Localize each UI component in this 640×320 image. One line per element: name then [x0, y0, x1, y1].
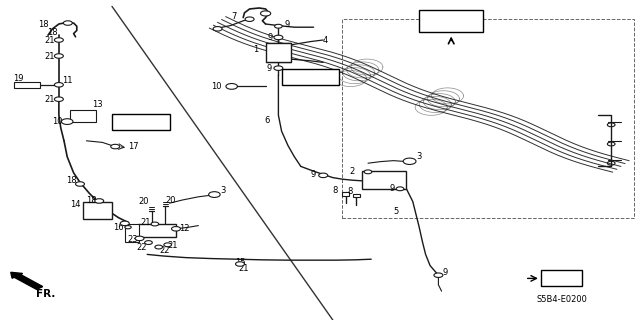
Text: 15: 15	[235, 258, 245, 267]
Text: 18: 18	[38, 20, 49, 28]
Circle shape	[213, 27, 222, 31]
Text: 9: 9	[285, 20, 290, 29]
Bar	[83, 202, 112, 219]
Bar	[125, 224, 139, 242]
Bar	[138, 224, 176, 237]
Text: 17: 17	[128, 142, 138, 151]
Bar	[112, 114, 170, 130]
Text: 20: 20	[139, 197, 149, 206]
Text: 3: 3	[220, 186, 225, 195]
Text: 9: 9	[311, 170, 316, 179]
Bar	[282, 69, 339, 85]
Circle shape	[260, 11, 271, 16]
Text: 6: 6	[265, 116, 270, 124]
Text: 10: 10	[52, 117, 63, 126]
Bar	[14, 82, 40, 88]
Circle shape	[364, 170, 372, 174]
Text: E-1: E-1	[553, 273, 571, 284]
Text: S5B4-E0200: S5B4-E0200	[536, 295, 588, 304]
Text: 18: 18	[67, 176, 77, 185]
Text: 21: 21	[44, 36, 54, 45]
Bar	[541, 270, 582, 286]
Text: 21: 21	[238, 264, 248, 273]
Circle shape	[319, 173, 328, 178]
Text: 18: 18	[86, 196, 97, 204]
Circle shape	[403, 158, 416, 164]
Text: 3: 3	[416, 152, 421, 161]
Text: 21: 21	[44, 95, 54, 104]
Circle shape	[76, 182, 84, 186]
Text: 8: 8	[348, 187, 353, 196]
Bar	[342, 19, 634, 218]
Circle shape	[125, 226, 131, 229]
Circle shape	[172, 227, 180, 231]
Text: 2: 2	[349, 167, 355, 176]
Text: 13: 13	[92, 100, 102, 109]
Text: 16: 16	[113, 223, 124, 232]
Text: 9: 9	[442, 268, 447, 277]
Text: 22: 22	[137, 244, 147, 252]
Circle shape	[120, 221, 129, 226]
Text: 12: 12	[179, 224, 189, 233]
Text: 8: 8	[332, 186, 337, 195]
Circle shape	[54, 83, 63, 87]
Bar	[353, 194, 360, 197]
Bar	[70, 110, 96, 122]
Circle shape	[54, 97, 63, 101]
FancyArrow shape	[11, 272, 43, 289]
Text: 7: 7	[231, 12, 236, 20]
Circle shape	[396, 187, 404, 191]
Text: 11: 11	[62, 76, 72, 84]
Text: 18: 18	[47, 28, 58, 36]
Text: 23: 23	[127, 235, 138, 244]
Circle shape	[63, 21, 72, 25]
Text: 20: 20	[166, 196, 176, 204]
Circle shape	[61, 119, 73, 124]
Circle shape	[226, 84, 237, 89]
Text: 9: 9	[389, 184, 394, 193]
Circle shape	[54, 38, 63, 42]
Text: E-3-10: E-3-10	[433, 16, 470, 26]
Circle shape	[54, 54, 63, 58]
Circle shape	[236, 262, 244, 266]
Text: 5: 5	[393, 207, 398, 216]
Bar	[342, 192, 349, 196]
Circle shape	[135, 236, 144, 241]
Circle shape	[111, 144, 120, 149]
Circle shape	[274, 35, 283, 40]
Circle shape	[164, 243, 172, 247]
Text: E-11-10: E-11-10	[122, 117, 160, 126]
Text: 21: 21	[44, 52, 54, 60]
Text: 19: 19	[13, 74, 23, 83]
Bar	[266, 43, 291, 62]
Circle shape	[95, 199, 104, 203]
Circle shape	[245, 17, 254, 21]
Text: 9: 9	[267, 64, 272, 73]
Bar	[419, 10, 483, 32]
Text: 21: 21	[168, 241, 178, 250]
Bar	[128, 227, 144, 236]
Text: FR.: FR.	[36, 289, 56, 299]
Text: 9: 9	[268, 33, 273, 42]
Text: 10: 10	[211, 82, 221, 91]
Bar	[362, 171, 406, 189]
Text: 22: 22	[160, 246, 170, 255]
Circle shape	[434, 273, 443, 277]
Text: 1: 1	[253, 45, 259, 54]
Circle shape	[145, 241, 152, 244]
Circle shape	[151, 222, 159, 226]
Circle shape	[155, 245, 163, 249]
Text: 14: 14	[70, 200, 81, 209]
Circle shape	[274, 66, 283, 70]
Text: 4: 4	[323, 36, 328, 45]
Circle shape	[209, 192, 220, 197]
Text: E-11-10: E-11-10	[291, 72, 330, 81]
Text: 21: 21	[141, 218, 151, 227]
Circle shape	[275, 24, 282, 28]
